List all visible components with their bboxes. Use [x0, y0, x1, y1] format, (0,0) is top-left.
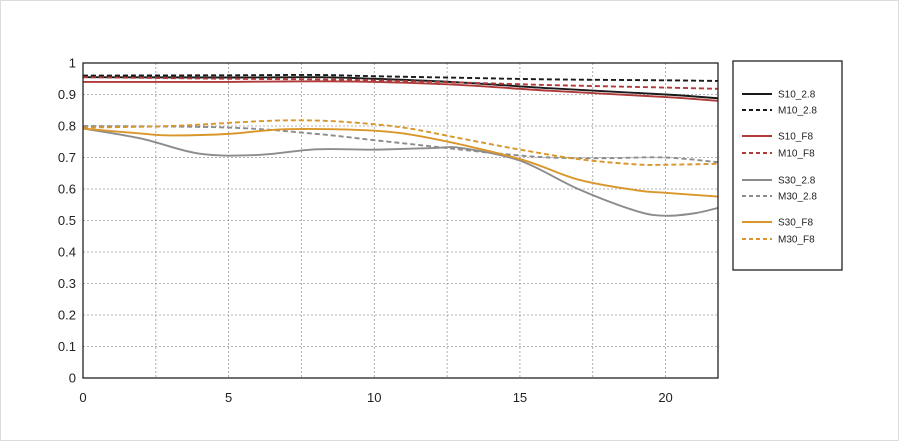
- series-lines: [83, 73, 718, 217]
- series-line-s10-2-8: [83, 76, 718, 100]
- legend-label-s30-2-8: S30_2.8: [778, 176, 816, 187]
- x-tick-label: 5: [225, 390, 232, 405]
- y-tick-label: 0.6: [58, 182, 76, 197]
- series-line-m10-2-8: [83, 73, 718, 82]
- y-tick-label: 0.3: [58, 276, 76, 291]
- series-line-m30-f8: [83, 119, 718, 166]
- series-line-s30-2-8: [83, 127, 718, 217]
- y-tick-label: 0.7: [58, 150, 76, 165]
- legend-label-m30-f8: M30_F8: [778, 235, 815, 246]
- x-tick-label: 0: [79, 390, 86, 405]
- y-tick-label: 0.2: [58, 308, 76, 323]
- y-tick-label: 0.9: [58, 87, 76, 102]
- x-tick-label: 15: [513, 390, 527, 405]
- legend-label-m10-2-8: M10_2.8: [778, 106, 817, 117]
- grid: [83, 63, 718, 378]
- x-tick-label: 10: [367, 390, 381, 405]
- series-line-m10-f8: [83, 76, 718, 90]
- legend-label-s10-f8: S10_F8: [778, 132, 813, 143]
- series-line-s30-f8: [83, 127, 718, 198]
- legend-box: [732, 60, 843, 271]
- y-tick-label: 0.5: [58, 213, 76, 228]
- y-tick-label: 0.8: [58, 119, 76, 134]
- plot-area-border: [82, 62, 719, 379]
- legend: S10_2.8 M10_2.8 S10_F8 M10_F8 S30_2.8 M30_2.8…: [732, 60, 843, 271]
- y-tick-label: 0.1: [58, 339, 76, 354]
- y-axis-ticks: 0 0.1 0.2 0.3 0.4 0.5 0.6 0.7 0.8 0.9 1: [58, 56, 76, 386]
- x-tick-label: 20: [658, 390, 672, 405]
- legend-label-m30-2-8: M30_2.8: [778, 192, 817, 203]
- x-axis-ticks: 0 5 10 15 20: [79, 390, 672, 405]
- series-line-s10-f8: [83, 80, 718, 102]
- legend-label-s30-f8: S30_F8: [778, 218, 813, 229]
- legend-label-m10-f8: M10_F8: [778, 149, 815, 160]
- y-tick-label: 0.4: [58, 245, 76, 260]
- y-tick-label: 0: [69, 371, 76, 386]
- series-line-m30-2-8: [83, 125, 718, 164]
- y-tick-label: 1: [69, 56, 76, 71]
- legend-label-s10-2-8: S10_2.8: [778, 90, 816, 101]
